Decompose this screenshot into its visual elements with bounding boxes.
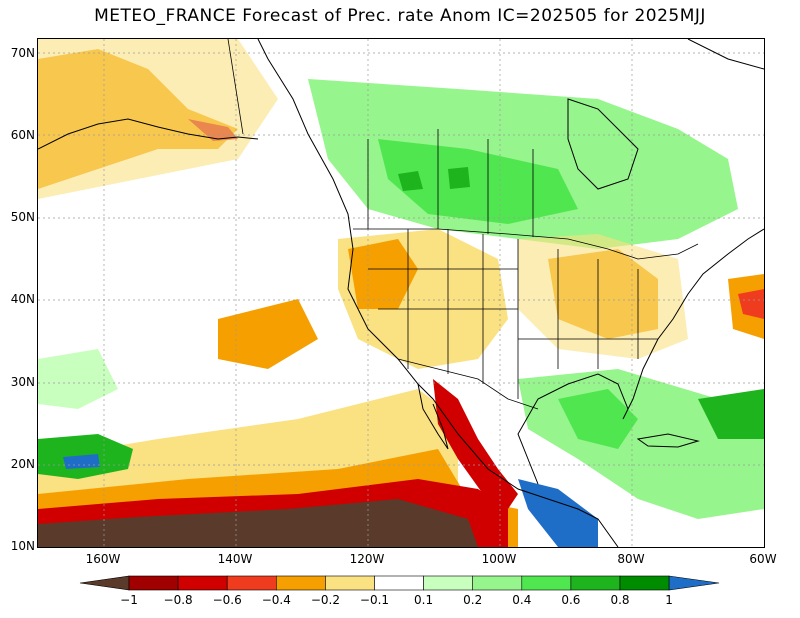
anomaly-field bbox=[38, 39, 764, 547]
colorbar-swatch bbox=[374, 575, 424, 591]
colorbar-label: −0.4 bbox=[261, 593, 291, 607]
lat-label-50n: 50N bbox=[10, 210, 35, 224]
precipitation-anomaly-map bbox=[37, 38, 765, 548]
colorbar-swatch bbox=[472, 575, 523, 591]
colorbar-label: −0.2 bbox=[310, 593, 340, 607]
anomaly-region-dry-east-pacific bbox=[218, 299, 318, 369]
lon-label-60w: 60W bbox=[749, 552, 777, 566]
anomaly-region-dry-light-east-us bbox=[518, 234, 688, 359]
political-borders bbox=[227, 39, 699, 410]
anomaly-region-wet-light-hawaii bbox=[38, 349, 118, 409]
coastline-baja bbox=[417, 383, 449, 450]
lon-label-80w: 80W bbox=[617, 552, 645, 566]
lat-label-40n: 40N bbox=[10, 292, 35, 306]
us-mexico-border bbox=[397, 358, 539, 410]
colorbar-swatch bbox=[128, 575, 179, 591]
colorbar-label: −0.1 bbox=[359, 593, 390, 607]
colorbar-swatch bbox=[275, 575, 326, 591]
us-state-borders bbox=[368, 229, 658, 399]
colorbar-swatch bbox=[423, 575, 474, 591]
colorbar-label: −0.6 bbox=[212, 593, 242, 607]
map-canvas bbox=[38, 39, 764, 547]
colorbar-swatch bbox=[570, 575, 621, 591]
coastline-cuba bbox=[636, 433, 700, 448]
anomaly-region-wet-moderate-canada bbox=[378, 139, 578, 224]
lat-label-60n: 60N bbox=[10, 128, 35, 142]
coastline-alaska bbox=[38, 118, 259, 150]
colorbar-label: 0.6 bbox=[561, 593, 581, 607]
lat-label-70n: 70N bbox=[10, 46, 35, 60]
colorbar-swatch bbox=[325, 575, 375, 591]
colorbar-label: −1 bbox=[120, 593, 138, 607]
anomaly-region-wet-moderate-caribbean bbox=[558, 389, 638, 449]
colorbar-swatches bbox=[79, 575, 720, 591]
lat-label-20n: 20N bbox=[10, 457, 35, 471]
map-title: METEO_FRANCE Forecast of Prec. rate Anom… bbox=[94, 6, 706, 26]
colorbar bbox=[0, 570, 800, 618]
canada-province-borders bbox=[227, 39, 534, 237]
anomaly-region-wet-strong-canada-2 bbox=[448, 167, 470, 189]
lat-label-30n: 30N bbox=[10, 375, 35, 389]
colorbar-swatch-min bbox=[79, 575, 130, 591]
anomaly-region-wet-strong-canada bbox=[398, 171, 423, 191]
colorbar-label: −0.8 bbox=[163, 593, 193, 607]
colorbar-label: 1 bbox=[665, 593, 673, 607]
colorbar-label: 0.8 bbox=[610, 593, 630, 607]
us-canada-border bbox=[353, 228, 699, 260]
colorbar-swatch bbox=[177, 575, 228, 591]
coastline-hudson-bay bbox=[567, 98, 639, 190]
lon-label-100w: 100W bbox=[481, 552, 517, 566]
coastline-greenland bbox=[687, 39, 764, 70]
anomaly-region-dry-light-north-pacific bbox=[38, 39, 278, 199]
colorbar-label: 0.4 bbox=[512, 593, 532, 607]
anomaly-region-dry-strong-atlantic bbox=[738, 289, 764, 319]
anomaly-region-dry-west-us bbox=[348, 239, 418, 309]
lon-label-120w: 120W bbox=[349, 552, 385, 566]
anomaly-region-dry-strong-mexico bbox=[433, 379, 518, 509]
colorbar-label: 0.2 bbox=[463, 593, 483, 607]
lon-label-160w: 160W bbox=[85, 552, 121, 566]
graticule bbox=[38, 39, 764, 547]
colorbar-swatch bbox=[619, 575, 670, 591]
colorbar-label: 0.1 bbox=[414, 593, 434, 607]
lat-label-10n: 10N bbox=[10, 539, 35, 553]
anomaly-region-wet-strong-caribbean bbox=[698, 389, 764, 439]
anomaly-region-wet-extreme-hawaii bbox=[63, 454, 100, 469]
colorbar-swatch bbox=[521, 575, 572, 591]
colorbar-swatch bbox=[226, 575, 277, 591]
colorbar-swatch-max bbox=[668, 575, 720, 591]
lon-label-140w: 140W bbox=[217, 552, 253, 566]
